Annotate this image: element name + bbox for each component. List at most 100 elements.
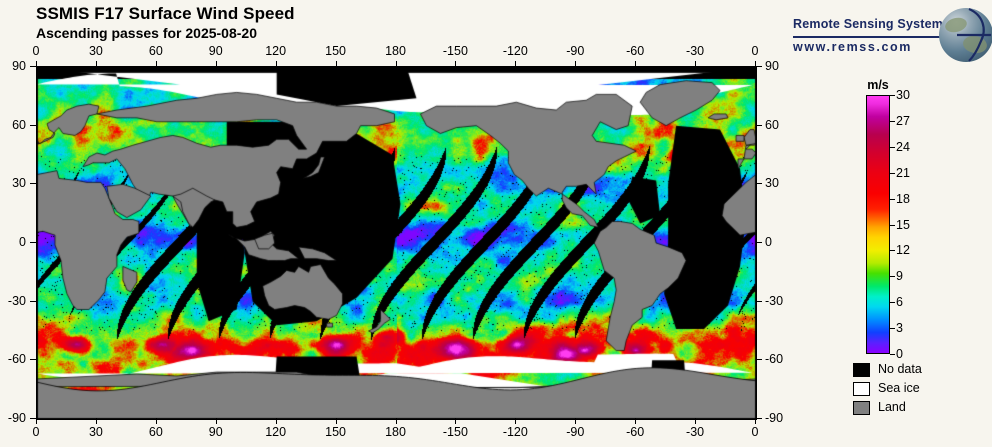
- lat-tick: [756, 124, 762, 126]
- lat-tick: [30, 66, 36, 67]
- lat-tick: [756, 300, 762, 302]
- wind-speed-map[interactable]: [36, 66, 757, 420]
- lon-tick: [395, 61, 397, 67]
- colorbar-tick-label: 3: [896, 321, 903, 336]
- lon-label: 0: [751, 425, 759, 439]
- colorbar-tick-label: 6: [896, 295, 903, 310]
- globe-meridian-icon: [957, 7, 991, 62]
- lon-label-top: 180: [385, 44, 406, 58]
- legend-label-land: Land: [878, 400, 906, 414]
- lon-tick: [95, 61, 97, 67]
- lat-label-right: -90: [765, 411, 784, 425]
- colorbar-tick: [890, 198, 895, 200]
- legend-label-sea-ice: Sea ice: [878, 381, 920, 395]
- legend-swatch-no-data: [853, 363, 870, 377]
- lon-label: 120: [265, 425, 287, 439]
- lon-tick: [515, 61, 517, 67]
- legend-swatch-land: [853, 401, 870, 415]
- legend-item-no-data: No data: [853, 362, 983, 379]
- lon-tick: [215, 61, 217, 67]
- lat-tick: [756, 242, 762, 243]
- lon-label-top: 60: [148, 44, 163, 58]
- lat-label-left: 60: [12, 117, 26, 132]
- lon-tick: [275, 418, 277, 424]
- lon-tick: [455, 418, 457, 424]
- lat-label-left: 90: [12, 59, 26, 73]
- colorbar-tick-label: 12: [896, 243, 910, 258]
- lon-tick: [635, 418, 637, 424]
- colorbar-tick-label: 18: [896, 191, 910, 206]
- lon-label-top: -150: [442, 44, 468, 58]
- lat-label-right: -60: [765, 352, 784, 367]
- colorbar-tick-label: 0: [896, 347, 903, 361]
- lon-label: -120: [502, 425, 528, 439]
- brand-divider: [793, 36, 945, 38]
- lat-tick: [756, 359, 762, 361]
- lon-label: -30: [686, 425, 705, 439]
- colorbar-tick: [890, 95, 895, 96]
- lat-tick: [30, 418, 36, 419]
- colorbar-tick-label: 30: [896, 88, 910, 102]
- lat-tick: [756, 418, 762, 419]
- brand-logo: Remote Sensing Systems www.remss.com: [793, 7, 992, 64]
- lon-tick: [515, 418, 517, 424]
- lon-label: 60: [148, 425, 163, 439]
- lon-tick: [215, 418, 217, 424]
- lon-tick: [755, 418, 756, 424]
- lon-label: 150: [325, 425, 347, 439]
- lon-tick: [635, 61, 637, 67]
- lat-tick: [30, 300, 36, 302]
- lon-label-top: -60: [626, 44, 645, 58]
- legend-item-sea-ice: Sea ice: [853, 381, 983, 398]
- lon-tick: [695, 61, 697, 67]
- colorbar-tick-label: 9: [896, 269, 903, 284]
- lat-tick: [30, 124, 36, 126]
- lon-tick: [755, 61, 756, 67]
- lon-tick: [275, 61, 277, 67]
- lon-tick: [335, 61, 337, 67]
- colorbar-tick-label: 24: [896, 139, 910, 154]
- page-title: SSMIS F17 Surface Wind Speed: [36, 4, 295, 23]
- lat-label-left: -60: [7, 352, 26, 367]
- lon-tick: [575, 418, 577, 424]
- lon-tick: [335, 418, 337, 424]
- lon-label-top: -30: [686, 44, 705, 58]
- lon-tick: [36, 418, 37, 424]
- lon-label: -90: [566, 425, 585, 439]
- lon-label: 0: [32, 425, 40, 439]
- page-subtitle: Ascending passes for 2025-08-20: [36, 25, 257, 41]
- lat-label-left: 0: [19, 235, 26, 249]
- lon-label: 30: [88, 425, 103, 439]
- lat-label-right: 0: [765, 235, 772, 249]
- legend-item-land: Land: [853, 400, 983, 417]
- lon-label-top: 30: [88, 44, 103, 58]
- lon-label-top: 0: [751, 44, 759, 58]
- colorbar-tick-label: 21: [896, 165, 910, 180]
- lon-label: -150: [442, 425, 468, 439]
- colorbar-unit-label: m/s: [867, 78, 889, 92]
- colorbar: [866, 95, 890, 354]
- lon-label-top: 90: [208, 44, 223, 58]
- lon-tick: [455, 61, 457, 67]
- colorbar-tick: [890, 146, 895, 148]
- lon-tick: [695, 418, 697, 424]
- lon-label: 180: [385, 425, 406, 439]
- lon-label: 90: [208, 425, 223, 439]
- lon-tick: [155, 418, 157, 424]
- lon-label-top: -120: [502, 44, 528, 58]
- lon-label: -60: [626, 425, 645, 439]
- legend-swatch-sea-ice: [853, 382, 870, 396]
- colorbar-tick: [890, 250, 895, 252]
- lat-tick: [756, 66, 762, 67]
- lon-label-top: 120: [265, 44, 287, 58]
- brand-name: Remote Sensing Systems: [793, 17, 951, 31]
- lon-label-top: 150: [325, 44, 347, 58]
- colorbar-tick: [890, 224, 895, 226]
- colorbar-tick-label: 27: [896, 113, 910, 128]
- colorbar-tick: [890, 328, 895, 330]
- lat-label-left: -30: [7, 293, 26, 308]
- map-raster: [37, 67, 756, 419]
- lon-tick: [36, 61, 37, 67]
- colorbar-tick: [890, 172, 895, 174]
